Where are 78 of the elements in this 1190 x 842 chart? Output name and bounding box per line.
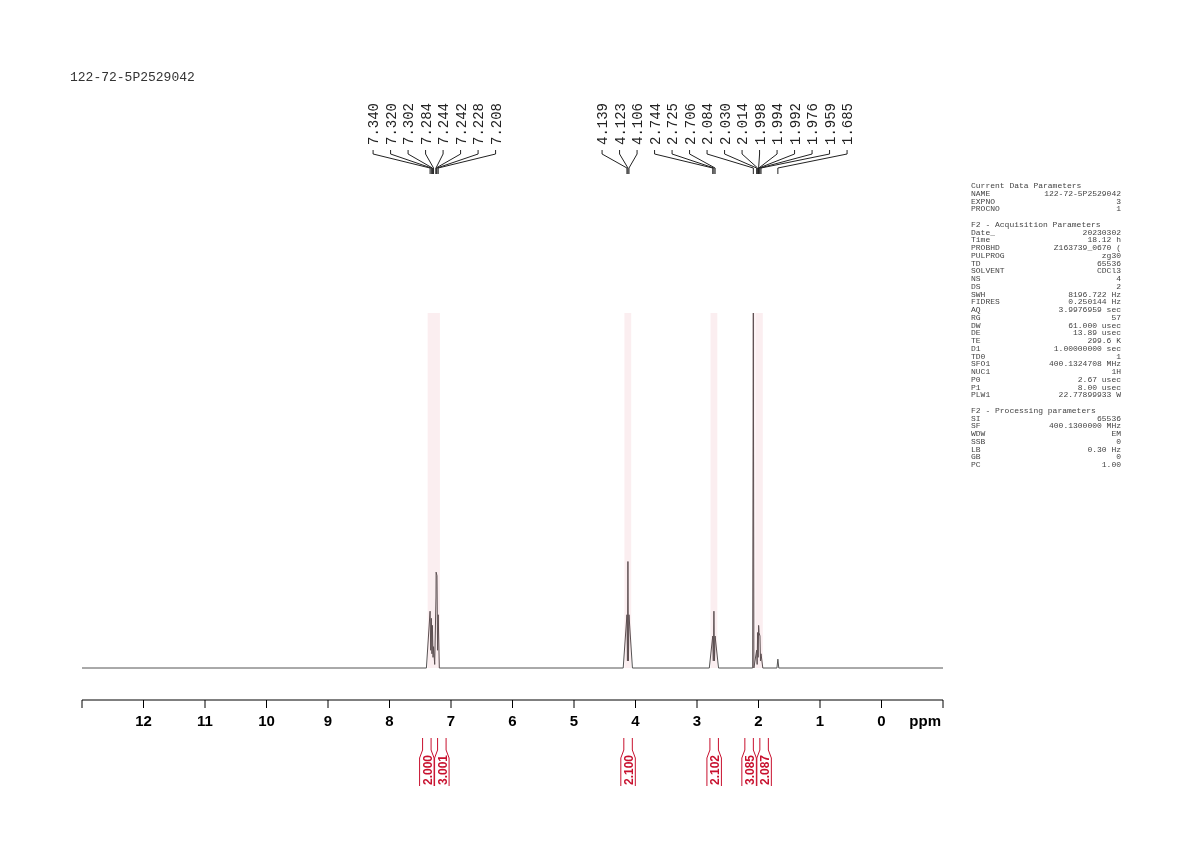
band-label: 2.087 (757, 754, 772, 785)
text: PLW1 22.77899933 W (971, 390, 1121, 400)
text: Date_ 20230302 (971, 227, 1121, 237)
text: Time 18.12 h (971, 235, 1121, 245)
text: GB 0 (971, 452, 1121, 462)
x-tick-label: 2 (754, 712, 763, 729)
text: 4.123 (612, 102, 629, 145)
x-tick-label: 11 (197, 712, 213, 729)
text: 2.030 (717, 102, 734, 145)
band-label: 3.001 (435, 754, 450, 785)
x-tick-label: 4 (631, 712, 641, 729)
text: 2.014 (735, 102, 752, 145)
text: 2.706 (682, 102, 699, 145)
text: TE 299.6 K (971, 336, 1121, 345)
text: 2.725 (665, 102, 682, 145)
text: 1.976 (805, 102, 822, 145)
text: DE 13.89 usec (971, 328, 1121, 338)
text: 7.244 (436, 102, 453, 145)
x-axis-title: ppm (909, 712, 941, 729)
x-tick-label: 9 (323, 712, 333, 729)
text: SSB 0 (971, 436, 1121, 446)
text: 7.284 (418, 102, 435, 145)
text: EXPNO 3 (971, 196, 1121, 206)
text: 2.084 (700, 102, 717, 145)
text: 1.959 (822, 102, 839, 145)
text: DS 2 (971, 281, 1121, 291)
x-tick-label: 1 (815, 712, 825, 729)
text: DW 61.000 usec (971, 320, 1121, 330)
x-tick-label: 7 (446, 712, 456, 729)
text: WDW EM (971, 429, 1121, 438)
text: 7.242 (453, 102, 470, 145)
text: RG 57 (971, 312, 1121, 322)
text: TD0 1 (971, 351, 1121, 361)
text: SWH 8196.722 Hz (971, 289, 1121, 299)
x-tick-label: 0 (877, 712, 886, 729)
x-tick-label: 5 (569, 712, 579, 729)
band-label: 2.102 (707, 754, 722, 785)
text: 7.228 (471, 102, 488, 145)
text: NAME 122-72-5P2529042 (971, 188, 1121, 198)
text: P1 8.00 usec (971, 382, 1121, 392)
text: 1.998 (752, 102, 769, 145)
text: 7.320 (383, 102, 400, 145)
text: NS 4 (971, 274, 1121, 283)
text: PULPROG zg30 (971, 250, 1121, 260)
text: 1.994 (770, 102, 787, 145)
text: 1.685 (840, 102, 857, 145)
band-label: 2.000 (420, 754, 435, 785)
text: SOLVENT CDCl3 (971, 266, 1121, 276)
band-label: 3.085 (742, 754, 757, 785)
x-tick-label: 3 (692, 712, 702, 729)
x-tick-label: 12 (135, 712, 152, 729)
text: FIDRES 0.250144 Hz (971, 297, 1121, 307)
text: 7.302 (401, 102, 418, 145)
text: 1.992 (787, 102, 804, 145)
text: TD 65536 (971, 258, 1121, 268)
text: D1 1.00000000 sec (971, 343, 1121, 353)
text: NUC1 1H (971, 367, 1121, 376)
band-label: 2.100 (621, 754, 636, 785)
chart-title: 122-72-5P2529042 (70, 70, 195, 85)
text: SFO1 400.1324708 MHz (971, 359, 1121, 369)
text: 4.106 (630, 102, 647, 145)
text: 4.139 (595, 102, 612, 145)
text: PC 1.00 (971, 460, 1121, 469)
text: PROCNO 1 (971, 204, 1121, 214)
text: F2 - Acquisition Parameters (971, 219, 1101, 229)
text: 2.744 (647, 102, 664, 145)
text: SF 400.1300000 MHz (971, 421, 1121, 431)
text: AQ 3.9976959 sec (971, 305, 1121, 314)
text: PROBHD Z163739_0670 ( (971, 243, 1121, 252)
text: LB 0.30 Hz (971, 444, 1121, 454)
x-tick-label: 6 (508, 712, 517, 729)
text: Current Data Parameters (971, 181, 1082, 190)
text: P0 2.67 usec (971, 374, 1121, 384)
text: 7.208 (488, 102, 505, 145)
x-tick-label: 8 (385, 712, 394, 729)
text: 7.340 (366, 102, 383, 145)
x-tick-label: 10 (258, 712, 275, 729)
text: F2 - Processing parameters (971, 405, 1097, 415)
